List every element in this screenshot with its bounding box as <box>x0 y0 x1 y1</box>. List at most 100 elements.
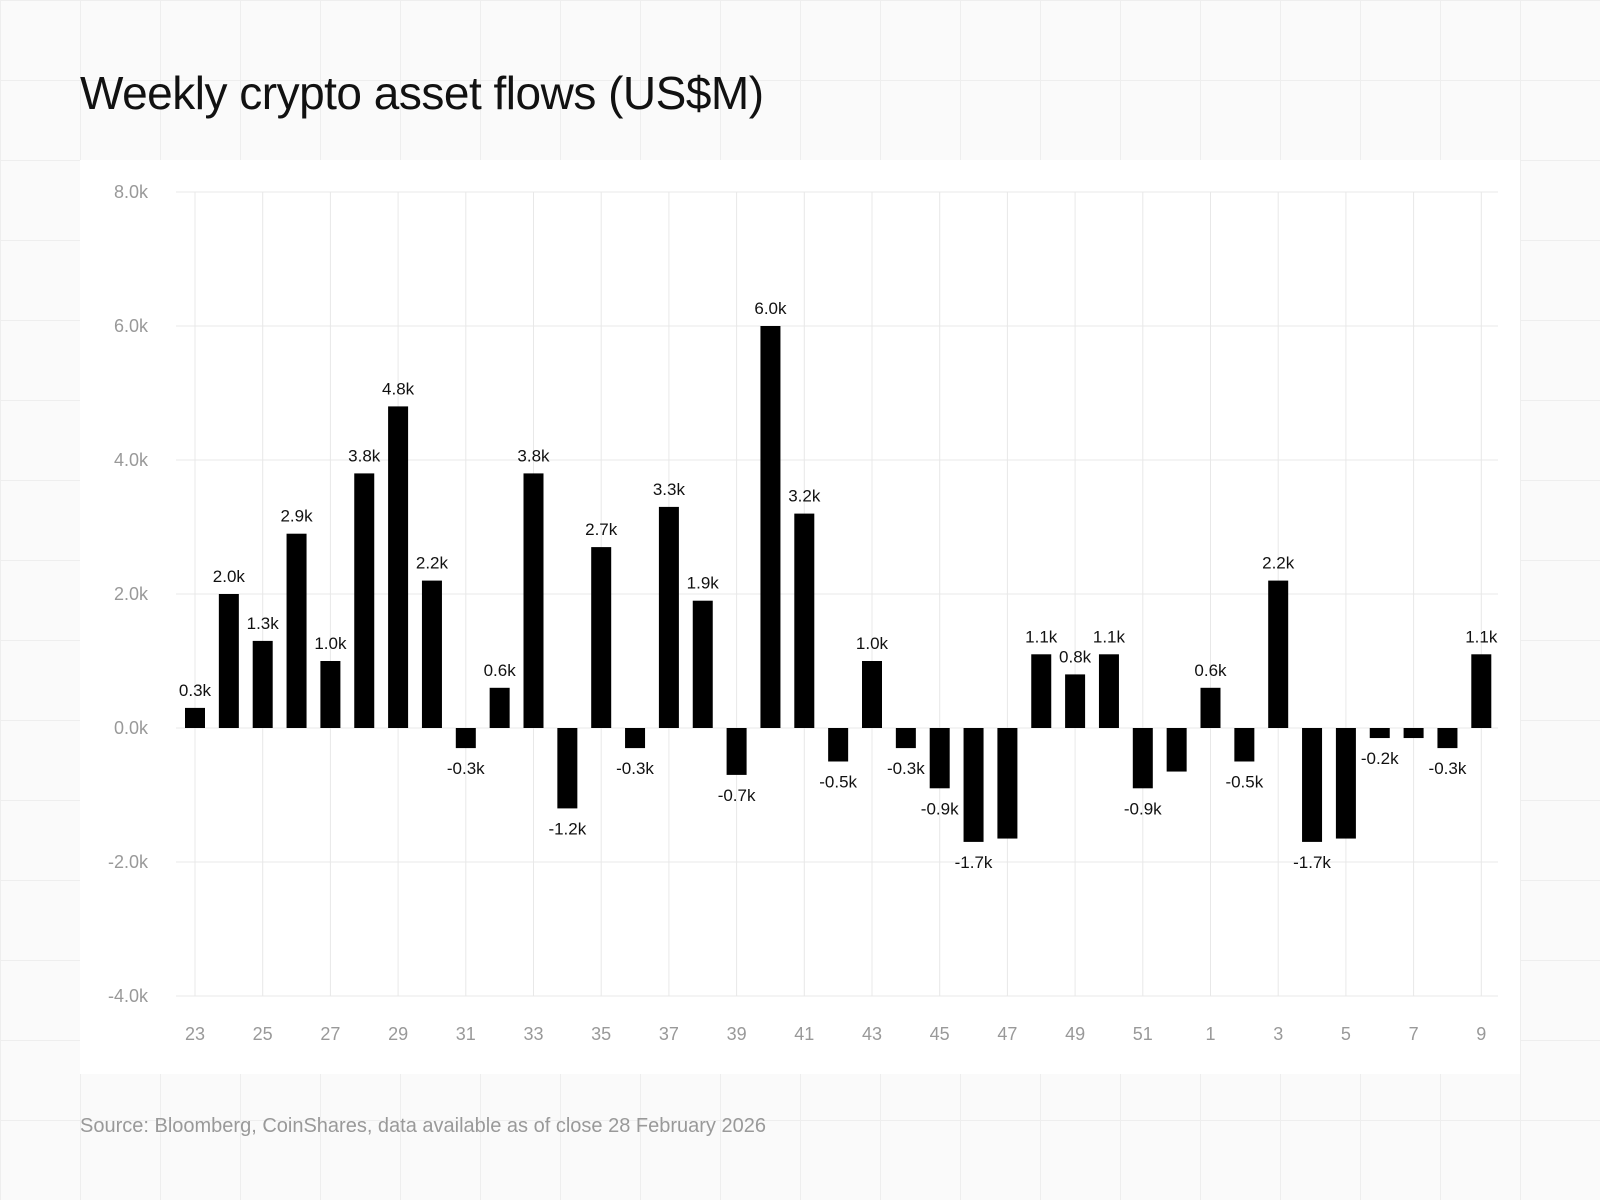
bar-data-label: 0.6k <box>1194 661 1227 680</box>
bar <box>185 707 205 728</box>
bar <box>895 728 916 749</box>
x-tick-label: 27 <box>320 1024 340 1044</box>
bar <box>1268 580 1289 728</box>
bar <box>591 547 612 728</box>
bar <box>726 728 747 775</box>
x-tick-label: 47 <box>997 1024 1017 1044</box>
bar <box>1437 728 1458 749</box>
bar <box>354 473 375 728</box>
bar <box>1234 728 1255 762</box>
bar <box>963 728 984 842</box>
chart-panel: 0.3k 2.0k 1.3k 2.9k 1.0k 3.8k 4.8k 2.2k -0.3k 0.6… <box>80 160 1520 1074</box>
x-tick-label: 41 <box>794 1024 814 1044</box>
x-tick-label: 49 <box>1065 1024 1085 1044</box>
bar-chart: 0.3k 2.0k 1.3k 2.9k 1.0k 3.8k 4.8k 2.2k -0.3k 0.6… <box>108 182 1498 1044</box>
bar <box>1200 687 1221 728</box>
x-tick-label: 33 <box>523 1024 543 1044</box>
x-tick-label: 9 <box>1476 1024 1486 1044</box>
bar <box>929 728 950 789</box>
bar <box>1335 728 1356 839</box>
bar <box>625 728 646 749</box>
bar-data-label: 4.8k <box>382 379 415 398</box>
x-tick-label: 39 <box>727 1024 747 1044</box>
bar-data-label: 3.3k <box>653 480 686 499</box>
bars <box>185 326 1492 842</box>
bar <box>1302 728 1323 842</box>
y-tick-label: -2.0k <box>108 852 149 872</box>
y-tick-label: 6.0k <box>114 316 149 336</box>
bar-data-label: -0.2k <box>1361 749 1399 768</box>
bar <box>1403 728 1424 739</box>
y-tick-label: 8.0k <box>114 182 149 202</box>
bar-data-label: -0.5k <box>1225 773 1263 792</box>
x-tick-label: 37 <box>659 1024 679 1044</box>
bar-data-label: -1.2k <box>548 819 586 838</box>
bar <box>658 506 679 728</box>
bar <box>421 580 442 728</box>
bar <box>997 728 1018 839</box>
bar-data-label: -1.7k <box>1293 853 1331 872</box>
chart-title: Weekly crypto asset flows (US$M) <box>80 67 764 119</box>
source-note: Source: Bloomberg, CoinShares, data avai… <box>80 1115 766 1137</box>
bar <box>489 687 510 728</box>
x-axis-tick-labels: 23 25 27 29 31 33 35 37 39 41 43 45 47 49 51 1 3 5 7 9 <box>185 1024 1486 1044</box>
x-tick-label: 25 <box>253 1024 273 1044</box>
bar-data-label: 0.6k <box>484 661 517 680</box>
bar-data-label: 1.1k <box>1093 627 1126 646</box>
bar-data-label: 2.2k <box>416 554 449 573</box>
bar <box>1065 674 1086 728</box>
bar <box>286 533 307 728</box>
bar <box>1132 728 1153 789</box>
x-tick-label: 43 <box>862 1024 882 1044</box>
bar-data-label: 1.0k <box>314 634 347 653</box>
bar-data-label: -1.7k <box>955 853 993 872</box>
bar-data-label: 1.3k <box>247 614 280 633</box>
data-labels: 0.3k 2.0k 1.3k 2.9k 1.0k 3.8k 4.8k 2.2k -0.3k 0.6… <box>179 299 1498 872</box>
y-tick-label: 0.0k <box>114 718 149 738</box>
bar <box>692 600 713 728</box>
x-tick-label: 35 <box>591 1024 611 1044</box>
bar-data-label: 2.9k <box>280 507 313 526</box>
bar-data-label: 6.0k <box>754 299 787 318</box>
bar <box>455 728 476 749</box>
bar <box>1369 728 1390 739</box>
x-tick-label: 5 <box>1341 1024 1351 1044</box>
x-tick-label: 51 <box>1133 1024 1153 1044</box>
bar <box>828 728 849 762</box>
bar <box>320 661 341 728</box>
bar-data-label: 2.2k <box>1262 554 1295 573</box>
bar <box>557 728 578 809</box>
x-tick-label: 1 <box>1205 1024 1215 1044</box>
y-axis-tick-labels: -4.0k -2.0k 0.0k 2.0k 4.0k 6.0k 8.0k <box>108 182 149 1006</box>
y-tick-label: 4.0k <box>114 450 149 470</box>
bar <box>1471 654 1492 728</box>
bar-data-label: -0.3k <box>447 759 485 778</box>
bar <box>794 513 815 728</box>
bar-data-label: -0.3k <box>1429 759 1467 778</box>
bar <box>1098 654 1119 728</box>
x-tick-label: 45 <box>930 1024 950 1044</box>
bar <box>760 326 781 728</box>
bar <box>1031 654 1052 728</box>
bar <box>523 473 544 728</box>
bar-data-label: 1.1k <box>1465 627 1498 646</box>
bar-data-label: -0.7k <box>718 786 756 805</box>
bar-data-label: -0.9k <box>1124 799 1162 818</box>
bar-data-label: 2.0k <box>213 567 246 586</box>
bar-data-label: 0.3k <box>179 681 212 700</box>
bar-data-label: 3.8k <box>348 446 381 465</box>
bar-data-label: 3.8k <box>517 446 550 465</box>
bar <box>218 594 239 728</box>
bar-data-label: 3.2k <box>788 487 821 506</box>
x-tick-label: 23 <box>185 1024 205 1044</box>
bar-data-label: -0.9k <box>921 799 959 818</box>
x-tick-label: 29 <box>388 1024 408 1044</box>
bar-data-label: 2.7k <box>585 520 618 539</box>
bar-data-label: -0.3k <box>616 759 654 778</box>
bar-data-label: 1.0k <box>856 634 889 653</box>
bar-data-label: -0.3k <box>887 759 925 778</box>
bar-data-label: 1.1k <box>1025 627 1058 646</box>
x-tick-label: 7 <box>1409 1024 1419 1044</box>
bar <box>252 640 273 728</box>
x-tick-label: 3 <box>1273 1024 1283 1044</box>
